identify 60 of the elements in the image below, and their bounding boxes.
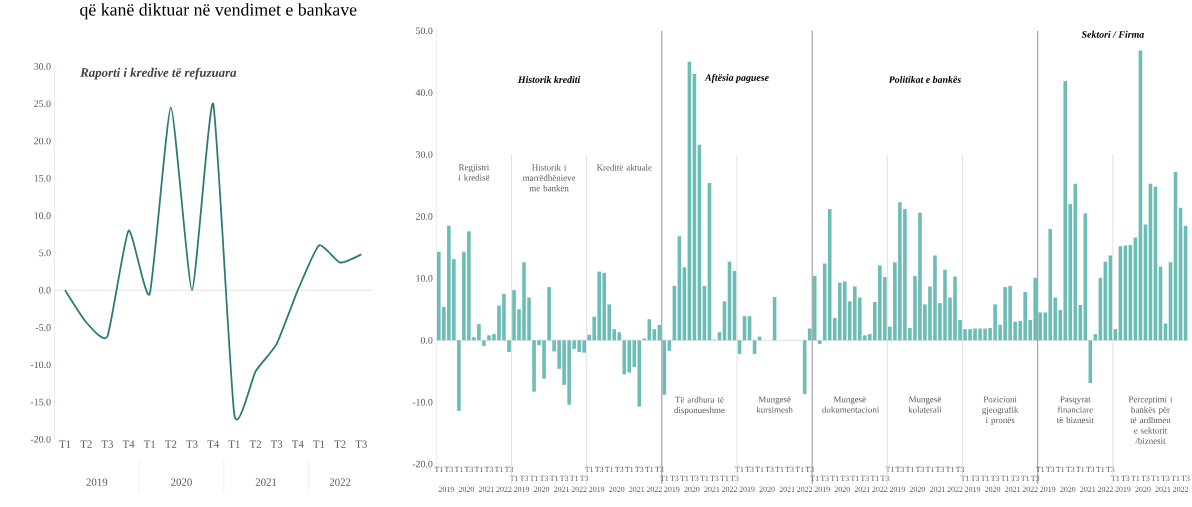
y-tick-label: -20.0 [412, 460, 433, 468]
y-tick-label: 25.0 [34, 100, 51, 108]
text: që kanë diktuar në vendimet e bankave [80, 3, 357, 20]
annotation: Historik i marrëdhënieve me bankën [522, 164, 576, 192]
text: 2020 [171, 478, 192, 486]
text: 2019 [86, 478, 108, 486]
y-tick-label: 15.0 [34, 175, 51, 182]
chart-title: Raporti i kredive të refuzuara [80, 67, 237, 80]
x-tick-label: T1 [143, 440, 156, 448]
x-tick-label: T2 [165, 440, 177, 448]
x-tick-label: T4 [122, 440, 135, 448]
y-tick-label: 50.0 [416, 27, 433, 35]
annotation: Kreditë aktuale [596, 164, 652, 171]
y-tick-label: 0.0 [39, 286, 51, 294]
y-tick-label: 20.0 [415, 213, 433, 220]
y-tick-label: 10.0 [416, 275, 433, 282]
annotation: Perceptimi i bankës për të ardhmen e sektorit /biznesit [1128, 396, 1173, 444]
annotation: Pozicioni gjeografik i pronës [982, 396, 1019, 426]
annotation: Pasqyrat financiare të biznesit [1056, 396, 1094, 424]
annotation: Mungesë kolaterali [908, 396, 942, 413]
y-tick-label: -10.0 [30, 361, 51, 369]
y-tick-label: 30.0 [416, 151, 433, 159]
y-tick-label: -20.0 [30, 436, 51, 443]
y-tick-label: -5.0 [35, 324, 51, 331]
annotation: Historik krediti [517, 76, 581, 84]
annotation: Regjistri i kredisë [458, 164, 490, 181]
x-tick-label: T1 [59, 440, 71, 448]
annotation: Sektori / Firma [1081, 30, 1144, 38]
x-tick-label: T2 [80, 440, 92, 448]
x-tick-label: T3 [186, 440, 198, 448]
x-tick-label: T2 [334, 440, 346, 448]
x-tick-label: T3 [101, 440, 114, 448]
x-tick-label: T4 [291, 440, 304, 448]
x-tick-label: T4 [207, 440, 220, 448]
x-tick-label: T1 [228, 440, 240, 448]
bar [817, 340, 822, 345]
y-tick-label: 20.0 [34, 137, 51, 145]
bar [507, 340, 511, 353]
y-tick-label: 0.0 [420, 337, 433, 344]
x-tick-label: T2 [249, 440, 261, 448]
bar [547, 287, 551, 341]
bar [482, 340, 486, 346]
y-tick-label: 40.0 [415, 89, 433, 97]
annotation: Të ardhura të disponueshme [674, 396, 725, 415]
text: 2022 [329, 478, 351, 486]
y-tick-label: -15.0 [30, 398, 51, 406]
y-tick-label: -10.0 [412, 398, 433, 406]
annotation: Politikat e bankës [888, 76, 961, 84]
y-tick-label: 30.0 [34, 63, 51, 70]
annotation: Mungesë kursimesh [756, 396, 793, 413]
x-tick-label: T1 [313, 440, 325, 448]
bar [622, 340, 627, 375]
bar [457, 340, 461, 411]
y-tick-label: 5.0 [39, 249, 51, 257]
y-tick-label: 10.0 [34, 212, 51, 220]
x-tick-label: T3 [355, 440, 367, 448]
text: 2021 [255, 478, 277, 486]
annotation: Aftësia paguese [704, 74, 769, 84]
annotation: Mungesë dokumentacioni [822, 396, 880, 413]
x-tick-label: T3 [270, 440, 283, 448]
